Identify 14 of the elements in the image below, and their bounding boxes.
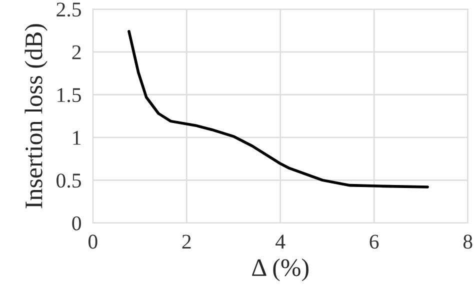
- x-tick-label: 8: [463, 234, 472, 249]
- x-tick-label: 4: [276, 234, 286, 249]
- y-tick-label: 0.5: [56, 174, 81, 188]
- x-tick-label: 2: [182, 234, 191, 249]
- y-tick-label: 2.5: [56, 2, 81, 17]
- y-axis-title: Insertion loss (dB): [24, 24, 48, 208]
- x-axis-title: Δ (%): [252, 258, 308, 282]
- y-tick-label: 1: [73, 130, 81, 145]
- y-tick-label: 0: [72, 216, 81, 230]
- x-tick-label: 6: [370, 234, 379, 249]
- y-tick-label: 1.5: [58, 88, 81, 102]
- x-tick-label: 0: [88, 234, 98, 249]
- line-series: [128, 30, 429, 188]
- y-tick-label: 2: [72, 45, 81, 60]
